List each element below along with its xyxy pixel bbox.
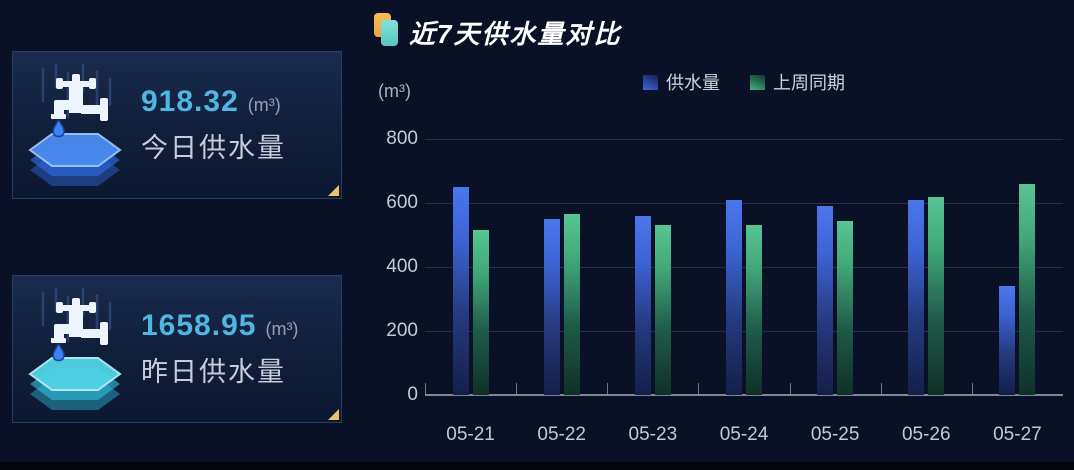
- legend-label: 上周同期: [773, 73, 845, 93]
- legend-swatch-green: [750, 74, 765, 90]
- today-supply-card: 918.32 (m³) 今日供水量: [12, 51, 342, 199]
- bar[interactable]: [634, 215, 651, 395]
- x-axis-tick: [880, 383, 882, 395]
- x-tick-label: 05-27: [993, 424, 1042, 445]
- bar[interactable]: [472, 230, 489, 395]
- bar[interactable]: [726, 199, 742, 395]
- legend-item-last-week[interactable]: 上周同期: [750, 69, 845, 95]
- today-supply-unit: (m³): [247, 95, 281, 115]
- x-tick-label: 05-25: [810, 424, 860, 445]
- yesterday-supply-card: 1658.95 (m³) 昨日供水量: [12, 275, 342, 423]
- x-axis-labels: 05-21 05-22 05-23 05-24 05-25 05-26 05-27: [425, 424, 1063, 448]
- x-axis-tick: [698, 383, 700, 395]
- x-axis-line: [425, 394, 1063, 396]
- legend-swatch-blue: [643, 74, 658, 90]
- card-corner-accent: [328, 185, 339, 196]
- yesterday-supply-value: 1658.95: [141, 309, 257, 342]
- yesterday-supply-unit: (m³): [265, 319, 299, 339]
- x-tick-label: 05-24: [719, 424, 769, 445]
- yesterday-supply-label: 昨日供水量: [141, 357, 286, 387]
- y-tick-label: 400: [386, 256, 418, 277]
- gridline: [425, 267, 1063, 268]
- x-tick-label: 05-21: [446, 424, 495, 445]
- bar[interactable]: [817, 206, 834, 395]
- y-tick-label: 600: [386, 192, 418, 213]
- y-tick-label: 800: [386, 128, 418, 149]
- x-axis-tick: [516, 383, 518, 395]
- bar[interactable]: [1019, 183, 1036, 395]
- today-supply-value: 918.32: [141, 85, 239, 118]
- y-tick-label: 0: [407, 384, 418, 405]
- bar[interactable]: [908, 199, 925, 395]
- x-axis-tick: [425, 383, 426, 395]
- title-decoration-icon: [381, 20, 398, 46]
- legend-label: 供水量: [666, 73, 720, 93]
- y-axis-labels: 0 200 400 600 800: [356, 128, 418, 405]
- bar[interactable]: [654, 225, 671, 395]
- x-axis-tick: [607, 383, 609, 395]
- gridline: [425, 203, 1063, 204]
- y-axis-unit-label: (m³): [378, 81, 411, 101]
- bar[interactable]: [563, 214, 580, 395]
- bar[interactable]: [746, 225, 762, 395]
- x-tick-label: 05-22: [537, 424, 587, 445]
- x-axis-tick: [789, 383, 791, 395]
- bottom-edge-strip: [0, 462, 1074, 470]
- gridline: [425, 139, 1063, 140]
- bar[interactable]: [999, 286, 1016, 395]
- water-tap-icon: [28, 288, 122, 410]
- gridline: [425, 331, 1063, 332]
- today-supply-label: 今日供水量: [141, 133, 286, 163]
- bar[interactable]: [543, 219, 560, 395]
- water-tap-icon: [28, 64, 122, 186]
- chart-title: 近7天供水量对比: [409, 19, 622, 49]
- bar[interactable]: [928, 196, 945, 395]
- x-axis-tick: [971, 383, 973, 395]
- bar[interactable]: [452, 187, 469, 395]
- bar-chart-plot: [425, 139, 1063, 396]
- chart-legend: 供水量 上周同期: [425, 69, 1063, 95]
- x-tick-label: 05-26: [901, 424, 951, 445]
- y-tick-label: 200: [386, 320, 418, 341]
- bar[interactable]: [837, 220, 854, 395]
- legend-item-supply[interactable]: 供水量: [643, 69, 720, 95]
- card-corner-accent: [328, 409, 339, 420]
- x-tick-label: 05-23: [628, 424, 678, 445]
